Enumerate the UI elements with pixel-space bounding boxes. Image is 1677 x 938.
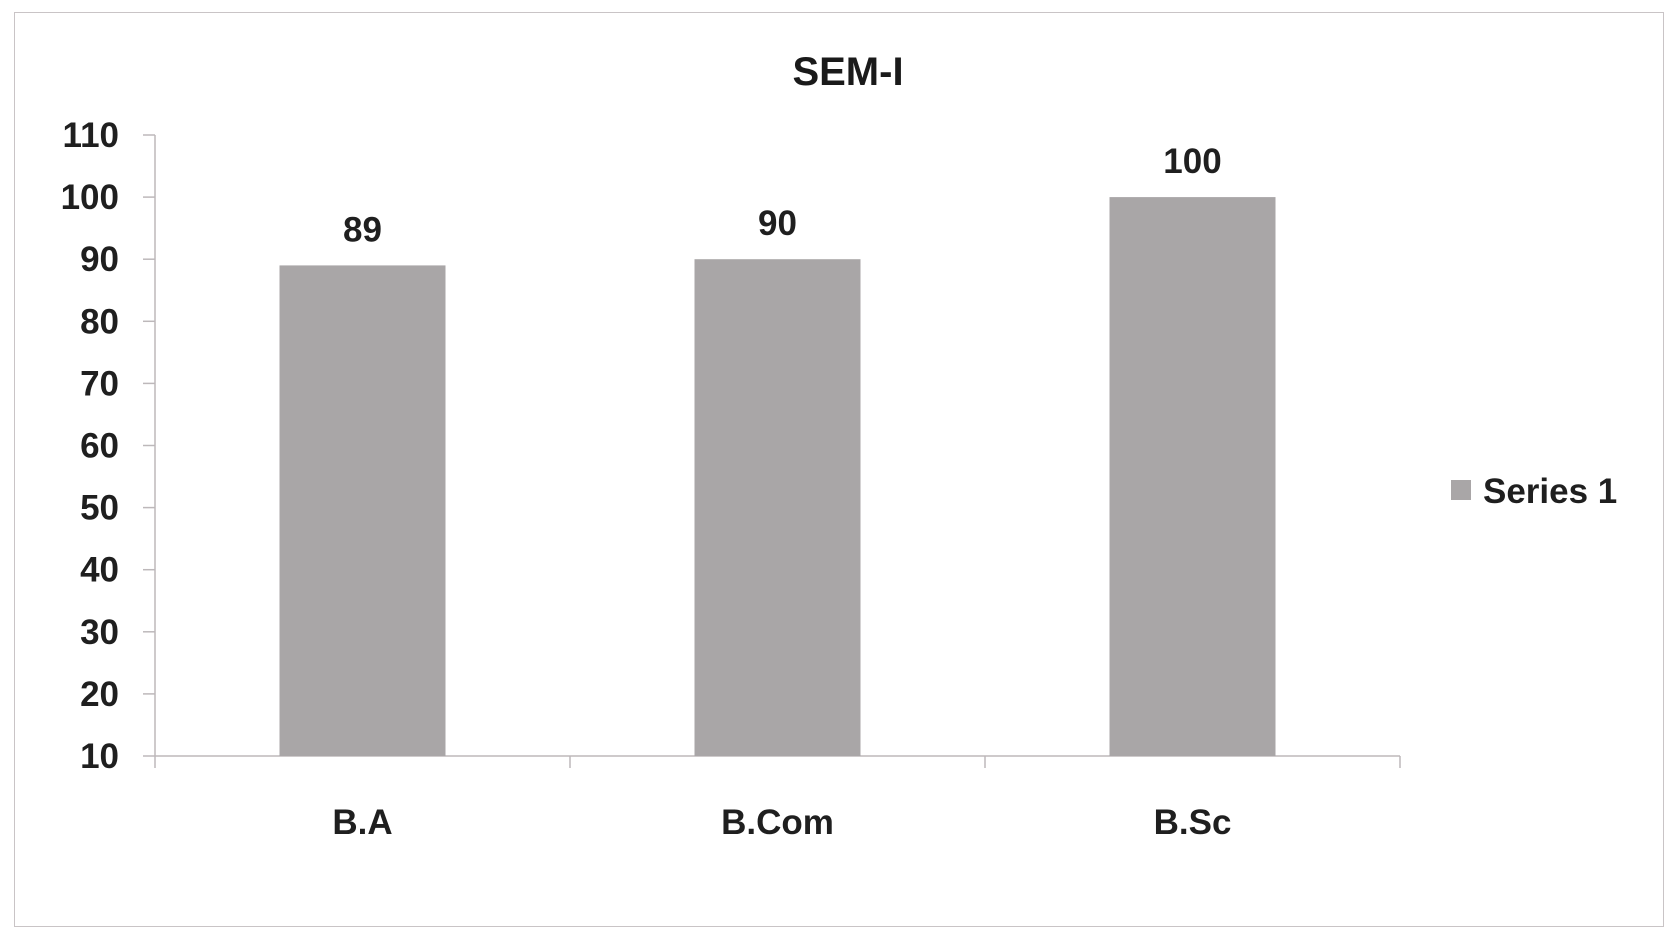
y-tick-label: 30 bbox=[80, 613, 119, 652]
y-tick-label: 70 bbox=[80, 364, 119, 403]
y-tick-label: 40 bbox=[80, 551, 119, 590]
data-label: 90 bbox=[758, 204, 797, 243]
y-tick-label: 60 bbox=[80, 427, 119, 466]
y-tick-label: 110 bbox=[63, 116, 119, 155]
bar bbox=[694, 259, 861, 756]
data-label: 89 bbox=[343, 210, 382, 249]
legend-swatch bbox=[1451, 480, 1471, 500]
data-label: 100 bbox=[1163, 142, 1221, 181]
bar bbox=[279, 265, 446, 756]
y-tick-label: 20 bbox=[80, 675, 119, 714]
y-tick-label: 100 bbox=[61, 178, 119, 217]
y-tick-label: 50 bbox=[80, 489, 119, 528]
y-tick-label: 10 bbox=[80, 737, 119, 776]
bar-series: 89 90 100 bbox=[279, 142, 1276, 757]
legend-label: Series 1 bbox=[1483, 472, 1617, 511]
legend: Series 1 bbox=[1451, 472, 1617, 511]
x-category-label: B.Sc bbox=[1154, 803, 1232, 842]
chart-frame: SEM-I 10 20 30 40 50 60 70 80 90 100 110 B.A B.Com B… bbox=[14, 12, 1664, 927]
y-axis: 10 20 30 40 50 60 70 80 90 100 110 bbox=[61, 116, 156, 776]
x-axis: B.A B.Com B.Sc bbox=[154, 755, 1401, 842]
x-category-label: B.A bbox=[332, 803, 392, 842]
bar bbox=[1109, 197, 1276, 757]
y-tick-label: 80 bbox=[80, 302, 119, 341]
chart-title: SEM-I bbox=[792, 50, 903, 94]
y-tick-label: 90 bbox=[80, 240, 119, 279]
x-category-label: B.Com bbox=[721, 803, 834, 842]
